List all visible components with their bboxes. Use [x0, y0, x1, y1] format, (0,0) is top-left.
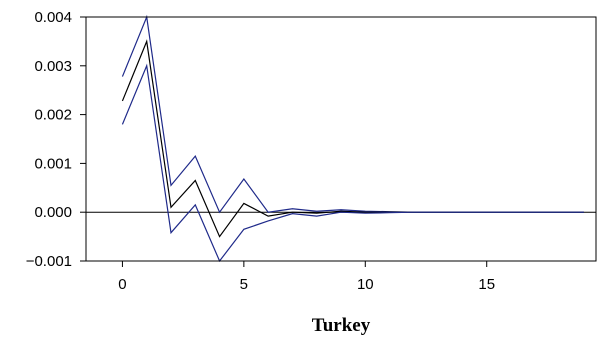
x-tick-label: 5 [240, 276, 248, 293]
y-tick-label: 0.002 [34, 107, 72, 124]
x-axis-title: Turkey [312, 315, 371, 336]
plot-frame [85, 16, 597, 262]
x-axis: 0 5 10 15 [118, 261, 495, 293]
y-tick-label: 0.003 [34, 58, 72, 75]
series-line-response [121, 39, 584, 238]
series-group [121, 14, 584, 263]
series-line-lower-band [121, 63, 584, 263]
x-tick-label: 15 [478, 276, 495, 293]
y-tick-label: −0.001 [26, 253, 72, 270]
series-line-upper-band [121, 14, 584, 214]
y-tick-label: 0.001 [34, 155, 72, 172]
x-tick-label: 0 [118, 276, 126, 293]
y-tick-label: 0.004 [34, 9, 72, 26]
y-tick-label: 0.000 [34, 204, 72, 221]
x-tick-label: 10 [357, 276, 374, 293]
y-axis: −0.001 0.000 0.001 0.002 0.003 0.004 [26, 9, 86, 270]
